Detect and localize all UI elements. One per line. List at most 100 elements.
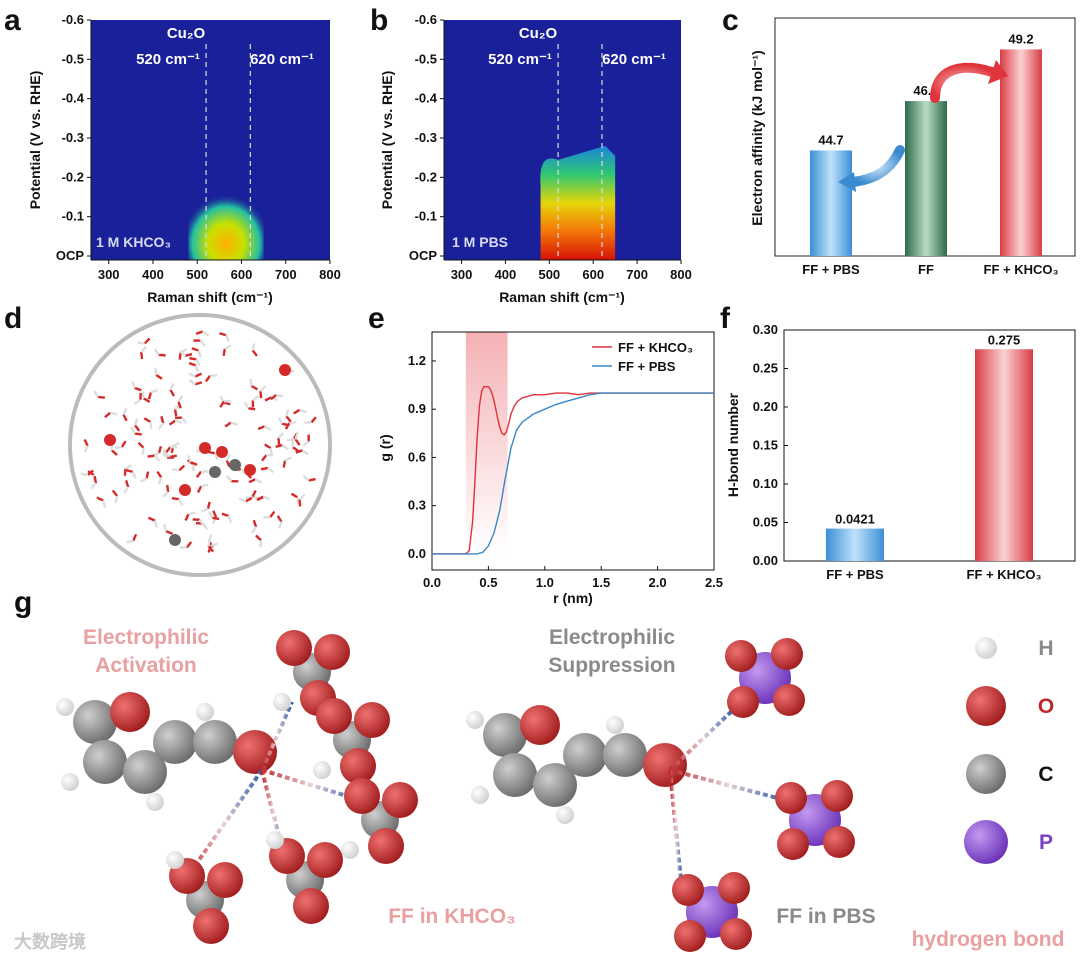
water-oh-bond <box>285 415 292 423</box>
water-h-bond <box>277 521 283 529</box>
solute-atom <box>244 464 256 476</box>
water-h-bond <box>110 411 118 416</box>
water-h-bond <box>153 454 161 462</box>
rdf-line-0 <box>432 386 714 555</box>
water-oh-bond <box>171 497 180 501</box>
water-h-bond <box>80 472 89 477</box>
bicarbonate-oxygen <box>314 634 350 670</box>
water-oh-bond <box>122 413 128 422</box>
water-h-bond <box>114 495 119 504</box>
y-tick-label-a: -0.6 <box>62 12 84 27</box>
water-oh-bond <box>290 492 299 499</box>
peak-label-b-1: 520 cm⁻¹ <box>488 51 552 68</box>
water-h-bond <box>114 445 122 450</box>
water-h-bond <box>188 511 196 516</box>
water-h-bond <box>153 520 158 528</box>
water-h-bond <box>285 409 290 417</box>
axes-f: 0.00 0.05 0.10 0.15 0.20 0.25 0.30 <box>753 322 1076 568</box>
legend-label-hbond: hydrogen bond <box>912 928 1065 951</box>
water-oh-bond <box>277 437 281 445</box>
water-oh-bond <box>221 512 229 518</box>
panel-d: d <box>4 302 332 577</box>
water-oh-bond <box>256 495 264 502</box>
water-h-bond <box>269 447 273 456</box>
bar-c-2 <box>1000 49 1042 257</box>
furan-hydrogen <box>56 698 74 716</box>
phosphate-oxygen <box>727 686 759 718</box>
water-h-bond <box>302 474 310 482</box>
xlabel-a: Raman shift (cm⁻¹) <box>147 289 273 305</box>
right-title-line-1: Electrophilic <box>549 626 675 649</box>
phosphate-oxygen <box>718 872 750 904</box>
water-h-bond <box>149 421 153 429</box>
water-h-bond <box>299 408 307 414</box>
water-oh-bond <box>87 469 94 476</box>
panel-label-g: g <box>14 586 32 619</box>
water-h-bond <box>298 493 306 501</box>
phosphate-oxygen <box>823 826 855 858</box>
water-h-bond <box>187 455 192 463</box>
bicarbonate-oxygen <box>340 748 376 784</box>
peak-label-b-2: 620 cm⁻¹ <box>602 51 666 68</box>
water-h-bond <box>200 483 209 488</box>
water-oh-bond <box>147 392 153 400</box>
x-tick-label-b: 800 <box>670 267 692 282</box>
water-h-bond <box>124 463 133 470</box>
legend-carbon-sphere <box>966 754 1006 794</box>
water-oh-bond <box>245 496 253 503</box>
water-oh-bond <box>251 349 258 357</box>
water-oh-bond <box>260 466 269 471</box>
water-oh-bond <box>147 454 155 458</box>
water-oh-bond <box>104 411 112 419</box>
bars-f: 0.0421 FF + PBS 0.275 FF + KHCO₃ <box>826 332 1042 582</box>
arrow-decrease <box>847 145 905 187</box>
bar-c-0 <box>810 150 852 256</box>
water-oh-bond <box>96 496 104 502</box>
water-oh-bond <box>83 439 89 447</box>
water-h-bond <box>93 390 100 398</box>
water-oh-bond <box>145 471 150 479</box>
phosphate-oxygen <box>720 918 752 950</box>
y-tick-label-f: 0.05 <box>753 515 778 530</box>
y-tick-label-b: -0.2 <box>415 169 437 184</box>
water-h-bond <box>245 495 253 500</box>
x-tick-label-a: 800 <box>319 267 341 282</box>
water-h-bond <box>126 539 134 544</box>
water-h-bond <box>177 498 184 506</box>
water-oh-bond <box>110 449 118 456</box>
ylabel-a: Potential (V vs. RHE) <box>27 71 43 209</box>
water-oh-bond <box>294 438 301 446</box>
water-h-bond <box>223 399 232 403</box>
bicarbonate-oxygen <box>382 782 418 818</box>
y-tick-label-a: -0.2 <box>62 169 84 184</box>
y-tick-label-a: OCP <box>56 248 85 263</box>
furan-hydrogen <box>196 703 214 721</box>
phosphate-oxygen <box>821 780 853 812</box>
phosphate-oxygen <box>775 782 807 814</box>
furan-oxygen <box>520 705 560 745</box>
ylabel-e: g (r) <box>377 434 393 461</box>
water-h-bond <box>199 339 206 347</box>
water-h-bond <box>194 365 200 373</box>
bar-value-label-c-2: 49.2 <box>1008 31 1033 46</box>
ylabel-f: H-bond number <box>725 392 741 497</box>
water-oh-bond <box>275 443 283 449</box>
water-h-bond <box>225 334 230 343</box>
x-tick-label-b: 300 <box>451 267 473 282</box>
water-oh-bond <box>143 417 151 423</box>
water-oh-bond <box>169 389 175 397</box>
water-oh-bond <box>97 395 106 399</box>
water-oh-bond <box>248 406 256 411</box>
panel-label-c: c <box>722 4 739 37</box>
y-tick-label-b: -0.5 <box>415 51 437 66</box>
water-h-bond <box>201 507 209 513</box>
water-oh-bond <box>195 330 204 335</box>
x-tick-label-e: 2.0 <box>649 575 667 590</box>
water-h-bond <box>202 330 210 337</box>
legend-phosphorus-sphere <box>964 820 1008 864</box>
y-tick-label-f: 0.30 <box>753 322 778 337</box>
bicarbonate-hydrogen <box>266 831 284 849</box>
y-tick-label-e: 0.9 <box>408 401 426 416</box>
water-oh-bond <box>156 470 163 479</box>
